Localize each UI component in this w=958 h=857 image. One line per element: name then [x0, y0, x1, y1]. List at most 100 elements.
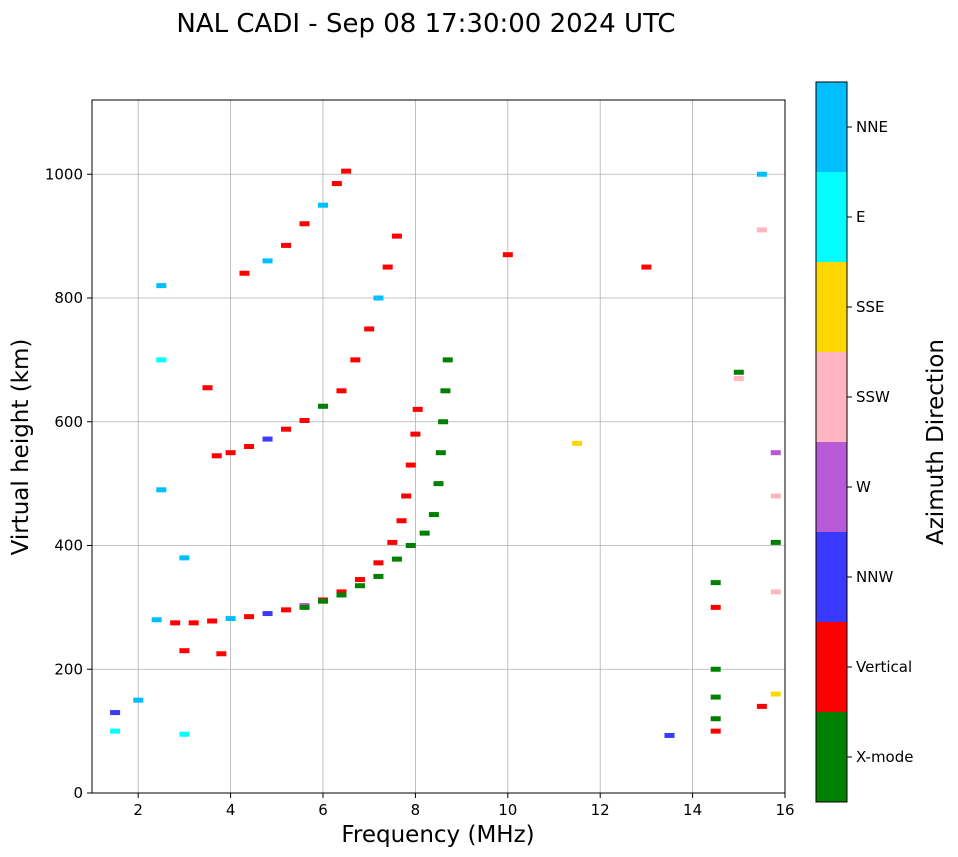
x-tick-label: 6 — [318, 801, 328, 819]
echo-point — [350, 357, 361, 363]
echo-point — [207, 618, 218, 624]
echo-point — [405, 462, 416, 468]
echo-point — [188, 620, 199, 626]
y-axis: 0 200 400 600 800 1000 — [45, 165, 92, 802]
echo-point — [336, 592, 347, 598]
echo-point — [440, 388, 451, 394]
y-tick-label: 0 — [73, 784, 83, 802]
echo-point — [710, 694, 721, 700]
echo-point — [756, 171, 767, 177]
echo-point — [156, 283, 167, 289]
echo-point — [401, 493, 412, 499]
y-axis-label: Virtual height (km) — [8, 339, 34, 556]
echo-point — [373, 560, 384, 566]
x-tick-label: 10 — [498, 801, 517, 819]
y-tick-label: 600 — [54, 413, 83, 431]
series-3 — [239, 168, 352, 276]
echo-point — [318, 403, 328, 409]
echo-point — [770, 691, 781, 697]
echo-point — [225, 450, 236, 456]
echo-point — [262, 436, 273, 442]
echo-point — [151, 617, 162, 623]
echo-point — [412, 406, 423, 412]
echo-point — [433, 481, 444, 487]
x-axis: 2 4 6 8 10 12 14 16 — [133, 793, 795, 819]
series-1 — [299, 357, 453, 610]
echo-point — [262, 611, 273, 617]
echo-point — [133, 697, 144, 703]
echo-point — [318, 598, 328, 604]
echo-point — [410, 431, 421, 437]
echo-point — [299, 604, 310, 610]
colorbar: X-mode Vertical NNW W SSW SSE E NNE — [815, 81, 913, 803]
colorbar-swatch-nne — [816, 82, 847, 172]
echo-point — [502, 252, 513, 258]
echo-point — [756, 227, 767, 233]
echo-point — [262, 258, 273, 264]
colorbar-label-x-mode: X-mode — [856, 748, 913, 766]
series-2 — [211, 233, 402, 459]
echo-point — [391, 233, 402, 239]
echo-point — [331, 181, 342, 187]
echo-point — [110, 728, 121, 734]
y-tick-label: 200 — [54, 660, 83, 678]
echo-point — [299, 418, 310, 424]
y-tick-label: 800 — [54, 289, 83, 307]
data-marks — [110, 168, 781, 738]
echo-point — [710, 580, 721, 586]
colorbar-swatch-vertical — [816, 622, 847, 712]
x-tick-label: 12 — [591, 801, 610, 819]
y-tick-label: 1000 — [45, 165, 83, 183]
echo-point — [354, 583, 365, 589]
echo-point — [373, 295, 384, 301]
echo-point — [156, 357, 167, 363]
echo-point — [770, 539, 781, 545]
x-tick-label: 4 — [226, 801, 236, 819]
echo-point — [281, 607, 292, 613]
x-tick-label: 8 — [411, 801, 421, 819]
colorbar-swatch-nnw — [816, 532, 847, 622]
colorbar-label-ssw: SSW — [856, 388, 890, 406]
echo-point — [244, 444, 255, 449]
colorbar-label-nne: NNE — [856, 118, 888, 136]
echo-point — [733, 375, 744, 381]
x-tick-label: 16 — [775, 801, 794, 819]
echo-point — [710, 716, 721, 722]
echo-point — [216, 651, 227, 657]
echo-point — [710, 728, 721, 734]
series-4 — [110, 171, 781, 738]
echo-point — [202, 385, 213, 391]
echo-point — [419, 530, 430, 536]
colorbar-label-nnw: NNW — [856, 568, 893, 586]
echo-point — [382, 264, 393, 270]
echo-point — [438, 419, 449, 425]
echo-point — [391, 556, 402, 562]
echo-point — [770, 493, 781, 499]
echo-point — [156, 487, 167, 493]
grid-lines — [92, 100, 786, 794]
echo-point — [442, 357, 453, 363]
echo-point — [110, 710, 121, 716]
echo-point — [387, 539, 398, 545]
series-0 — [151, 406, 423, 626]
echo-point — [373, 573, 384, 579]
echo-point — [225, 616, 236, 622]
echo-point — [336, 589, 347, 595]
echo-point — [710, 604, 721, 610]
colorbar-label: Azimuth Direction — [923, 339, 949, 545]
echo-point — [281, 426, 292, 432]
echo-point — [435, 450, 446, 456]
echo-point — [354, 577, 365, 583]
echo-point — [341, 168, 352, 174]
echo-point — [318, 202, 328, 208]
plot-frame — [91, 99, 786, 794]
colorbar-swatch-e — [816, 172, 847, 262]
echo-point — [170, 620, 181, 626]
echo-point — [396, 518, 407, 524]
echo-point — [733, 369, 744, 375]
colorbar-frame — [815, 81, 848, 803]
echo-point — [179, 731, 190, 737]
colorbar-swatch-w — [816, 442, 847, 532]
chart-title: NAL CADI - Sep 08 17:30:00 2024 UTC — [176, 9, 675, 39]
x-axis-label: Frequency (MHz) — [341, 822, 534, 848]
